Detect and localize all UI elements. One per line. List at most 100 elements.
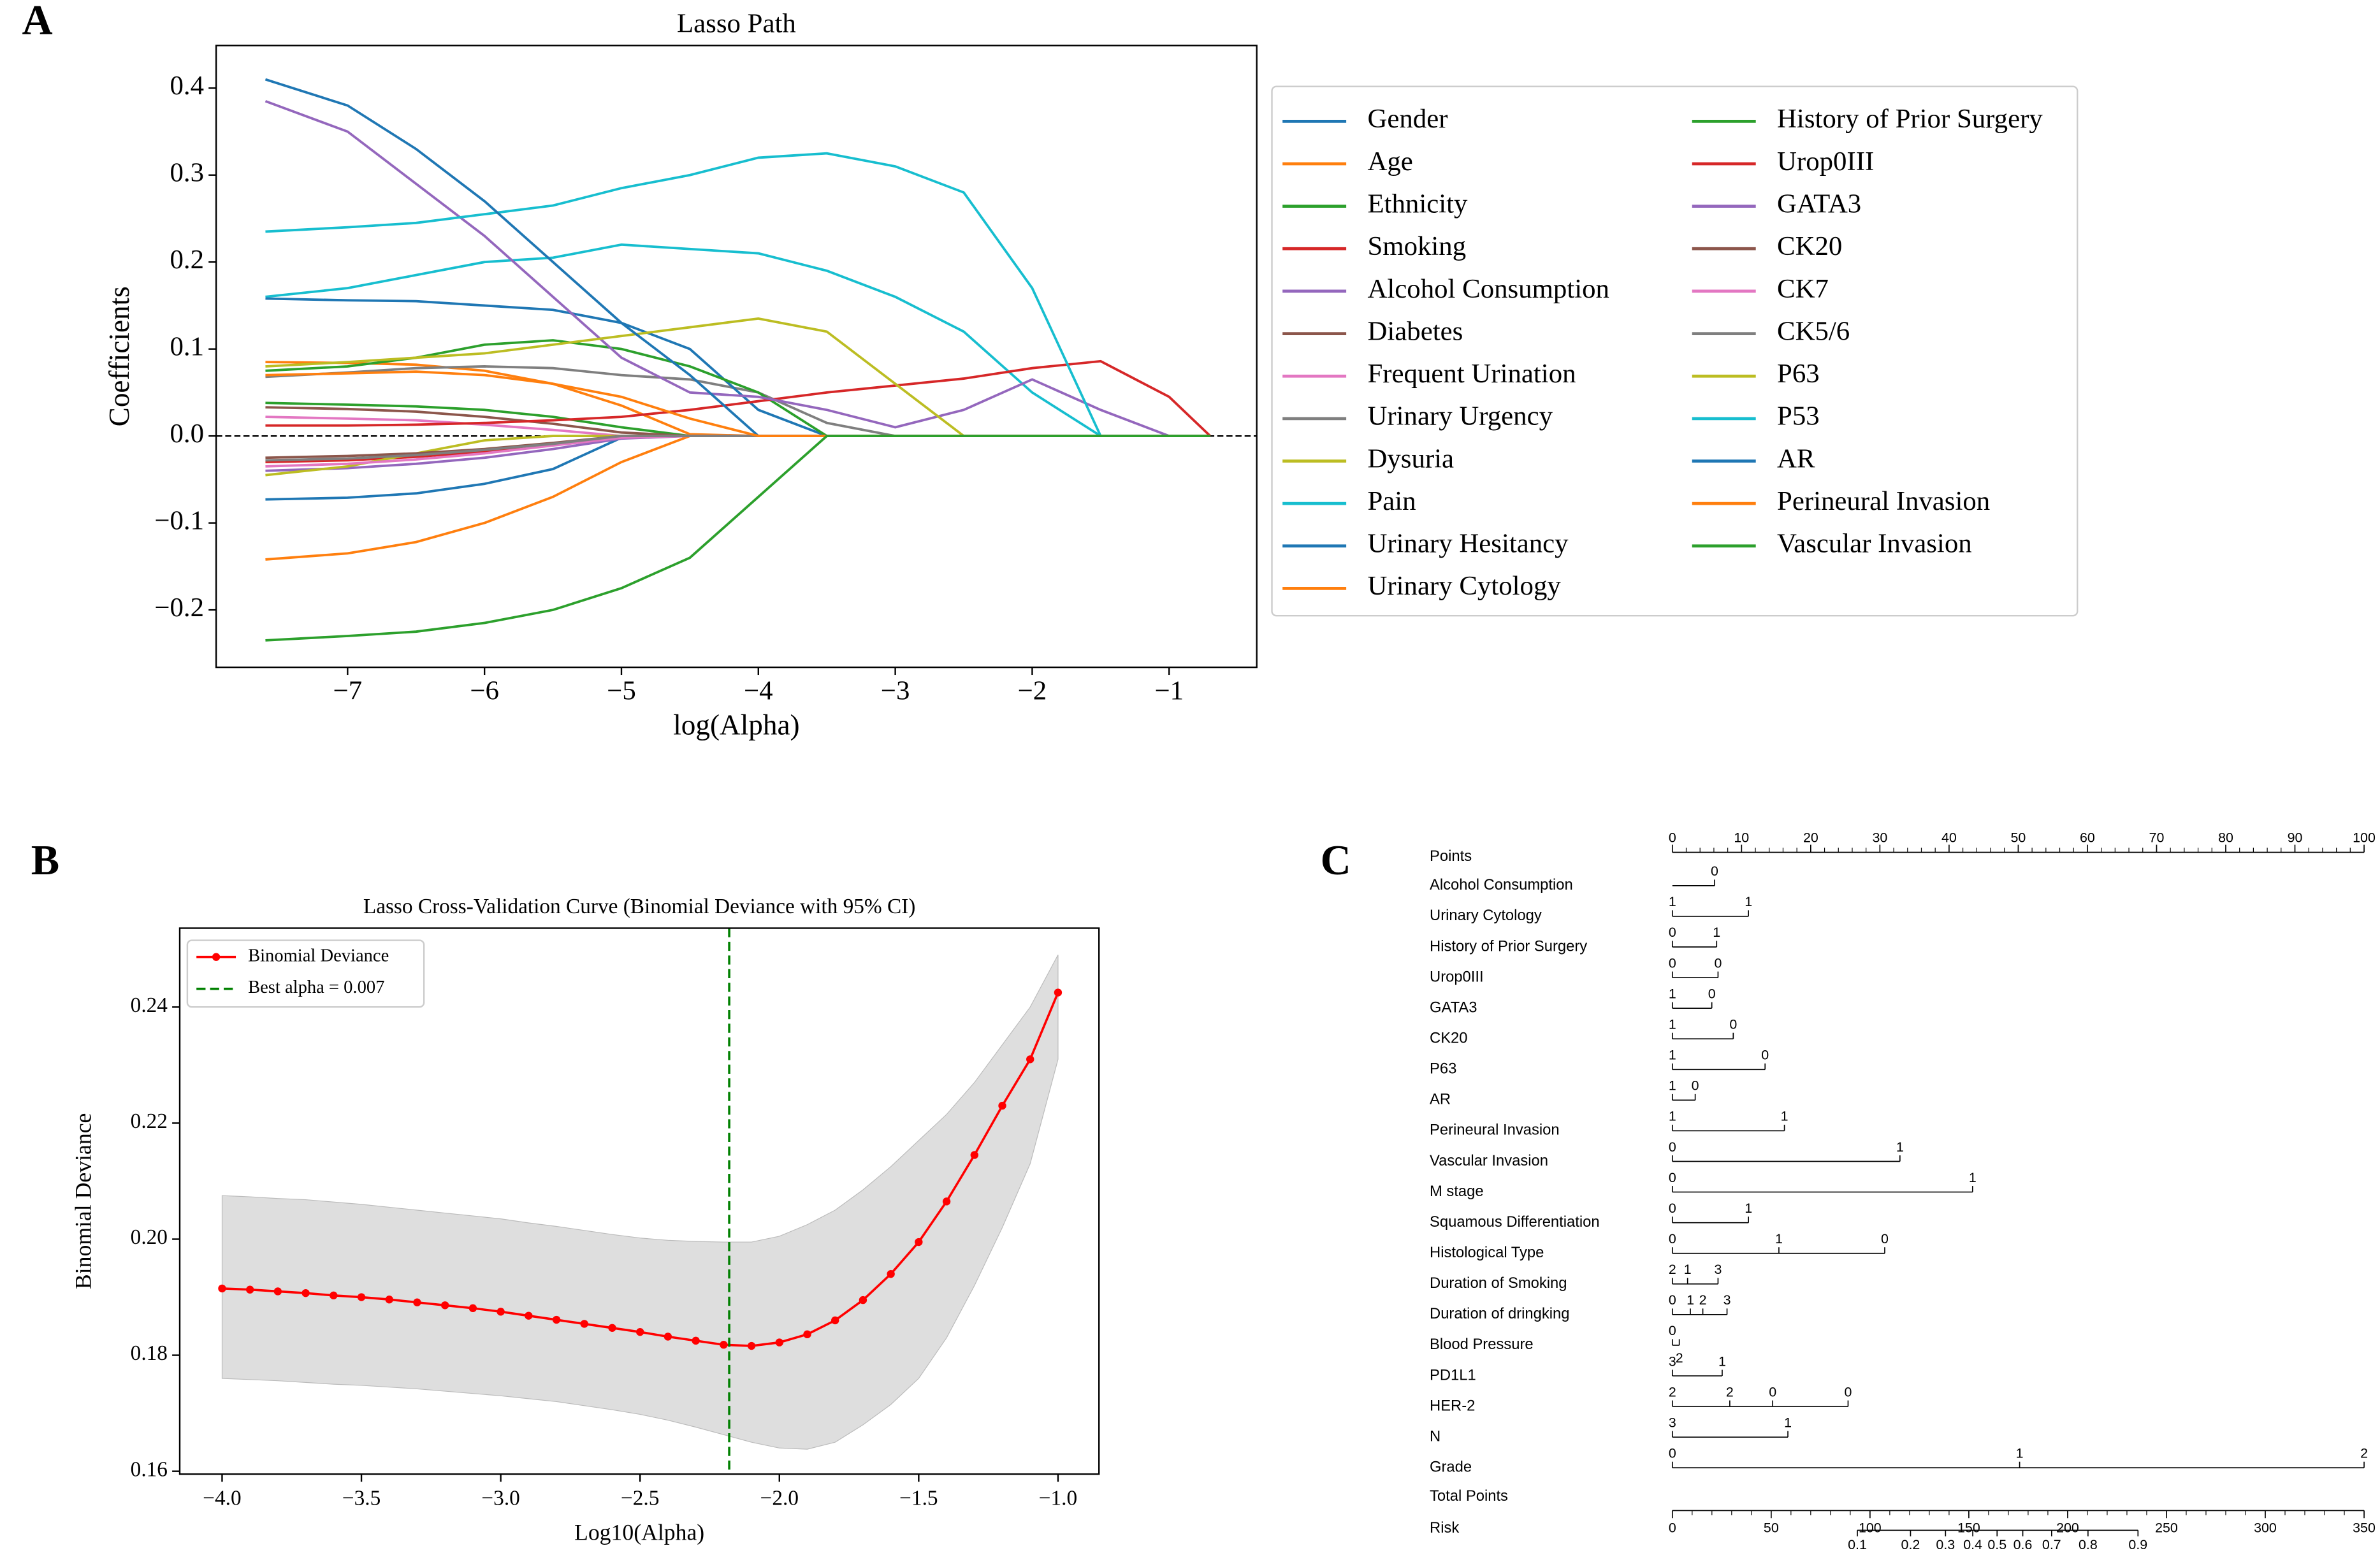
marker [831, 1316, 839, 1325]
row-tick-label: 2 [1669, 1384, 1676, 1399]
chart-title: Lasso Path [677, 8, 796, 38]
y-tick-label: 0.20 [131, 1225, 168, 1249]
legend-label: Gender [1367, 104, 1448, 134]
x-tick-label: −6 [470, 675, 499, 705]
points-tick-label: 60 [2080, 830, 2095, 846]
row-label: P63 [1430, 1060, 1456, 1078]
points-tick-label: 50 [2011, 830, 2026, 846]
row-tick-label: 1 [1669, 1109, 1676, 1124]
points-tick-label: 0 [1669, 830, 1676, 846]
legend-label: Best alpha = 0.007 [248, 978, 384, 997]
row-tick-label: 2 [1669, 1262, 1676, 1277]
row-tick-label: 1 [1781, 1109, 1789, 1124]
legend-label: Vascular Invasion [1777, 529, 1972, 559]
y-axis-label: Binomial Deviance [71, 1113, 96, 1290]
row-tick-label: 1 [1684, 1262, 1692, 1277]
row-tick-label: 1 [1687, 1292, 1694, 1308]
legend-label: Ethnicity [1367, 189, 1468, 219]
series-line [265, 435, 1210, 463]
total-tick-label: 300 [2254, 1520, 2277, 1536]
row-tick-label: 0 [1669, 1445, 1676, 1461]
legend-label: Age [1367, 147, 1412, 177]
points-tick-label: 20 [1803, 830, 1818, 846]
risk-tick-label: 0.9 [2128, 1537, 2147, 1552]
marker [692, 1336, 700, 1345]
y-tick-label: 0.4 [170, 71, 205, 101]
row-tick-label: 0 [1708, 986, 1716, 1001]
marker [468, 1304, 477, 1313]
ci-band [221, 955, 1059, 1450]
points-tick-label: 70 [2149, 830, 2165, 846]
total-tick-label: 350 [2353, 1520, 2376, 1536]
x-tick-label: −2.0 [760, 1486, 799, 1510]
row-label: AR [1430, 1091, 1451, 1108]
total-tick-label: 150 [1957, 1520, 1980, 1536]
row-tick-label: 0 [1669, 1292, 1676, 1308]
marker [747, 1341, 756, 1350]
y-tick-label: 0.16 [131, 1457, 168, 1481]
row-label: Squamous Differentiation [1430, 1213, 1600, 1231]
row-label: Duration of Smoking [1430, 1275, 1567, 1292]
row-tick-label: 0 [1729, 1016, 1737, 1032]
x-tick-label: −1 [1154, 675, 1184, 705]
legend-label: AR [1777, 444, 1815, 473]
row-label: N [1430, 1427, 1440, 1445]
series-line [265, 435, 1210, 642]
row-tick-label: 2 [1699, 1292, 1707, 1308]
legend-label: Urinary Urgency [1367, 401, 1553, 431]
row-tick-label: 0 [1669, 1323, 1676, 1338]
y-tick-label: −0.2 [154, 593, 204, 623]
legend-label: History of Prior Surgery [1777, 104, 2043, 134]
y-axis-label: Coefficients [103, 286, 135, 426]
marker [664, 1333, 672, 1341]
risk-tick-label: 0.2 [1901, 1537, 1920, 1552]
row-tick-label: 2 [2360, 1445, 2368, 1461]
marker [580, 1320, 588, 1328]
legend-label: Urinary Cytology [1367, 571, 1561, 601]
row-label: GATA3 [1430, 999, 1477, 1016]
series-line [265, 243, 1210, 438]
row-tick-label: 1 [1669, 894, 1676, 909]
risk-tick-label: 0.8 [2079, 1537, 2098, 1552]
risk-tick-label: 0.6 [2014, 1537, 2033, 1552]
marker [218, 1284, 226, 1293]
row-label: Points [1430, 848, 1472, 865]
row-label: Risk [1430, 1519, 1459, 1536]
legend-label: Diabetes [1367, 316, 1463, 346]
row-tick-label: 0 [1881, 1231, 1889, 1246]
series-line [265, 435, 1210, 468]
row-tick-label: 1 [1896, 1139, 1904, 1155]
x-tick-label: −4 [744, 675, 773, 705]
marker [497, 1308, 505, 1316]
risk-tick-label: 0.1 [1848, 1537, 1867, 1552]
marker [330, 1291, 338, 1300]
y-tick-label: 0.24 [131, 993, 168, 1017]
row-label: Grade [1430, 1459, 1472, 1476]
series-line [265, 415, 1210, 438]
plot-frame [178, 927, 1100, 1475]
x-tick-label: −1.0 [1039, 1486, 1077, 1510]
row-tick-label: 0 [1844, 1384, 1852, 1399]
marker [440, 1301, 449, 1310]
marker [998, 1101, 1006, 1110]
row-label: CK20 [1430, 1030, 1468, 1047]
row-tick-label: 1 [1969, 1170, 1977, 1185]
marker [301, 1289, 310, 1297]
row-tick-label: 1 [1745, 1201, 1752, 1216]
x-tick-label: −3.5 [342, 1486, 381, 1510]
marker [720, 1341, 728, 1349]
row-tick-label: 1 [1784, 1415, 1792, 1430]
y-tick-label: 0.2 [170, 245, 205, 275]
panel-label: A [22, 0, 52, 43]
marker [775, 1338, 783, 1347]
marker [1026, 1055, 1034, 1064]
legend-label: Perineural Invasion [1777, 486, 1990, 516]
y-tick-label: 0.1 [170, 332, 205, 362]
series-line [265, 152, 1210, 438]
y-tick-label: 0.18 [131, 1341, 168, 1365]
marker [915, 1238, 923, 1246]
series-line [265, 435, 1210, 501]
row-tick-label: 0 [1669, 1231, 1676, 1246]
